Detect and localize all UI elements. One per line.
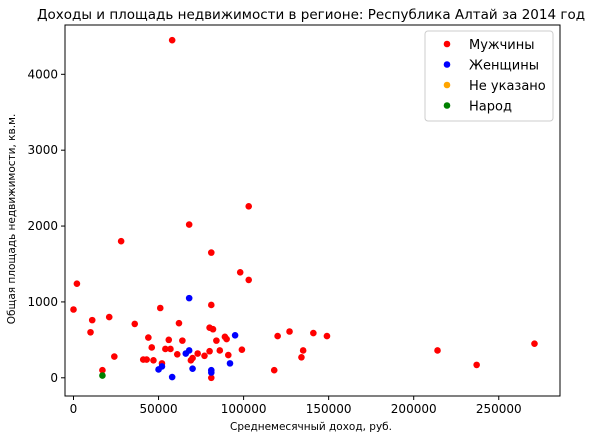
x-tick-label: 250000 — [476, 402, 522, 416]
chart-title: Доходы и площадь недвижимости в регионе:… — [37, 7, 585, 23]
y-axis-label: Общая площадь недвижимости, кв.м. — [6, 114, 18, 325]
data-point — [245, 276, 253, 284]
data-point — [88, 316, 96, 324]
data-point — [162, 345, 169, 353]
data-point — [236, 269, 244, 276]
data-point — [117, 237, 125, 245]
data-point — [185, 294, 193, 302]
y-tick-label: 2000 — [27, 219, 58, 233]
data-point — [70, 306, 77, 313]
legend-label: Народ — [469, 100, 512, 115]
plot-area — [64, 24, 561, 397]
data-point — [226, 360, 234, 367]
data-point — [274, 332, 281, 340]
data-point — [167, 345, 174, 353]
data-point — [231, 332, 239, 339]
data-point — [270, 366, 278, 374]
legend-box — [424, 30, 554, 122]
data-points — [70, 36, 538, 382]
data-point — [87, 328, 94, 336]
data-point — [189, 354, 196, 362]
data-point — [168, 36, 176, 44]
legend-label: Мужчины — [469, 38, 535, 53]
data-point — [148, 344, 156, 351]
legend: Мужчины Женщины Не указано Народ — [424, 30, 554, 122]
data-point — [207, 249, 215, 256]
data-point — [298, 354, 305, 361]
data-point — [185, 221, 193, 228]
data-point — [105, 313, 113, 321]
x-tick-label: 0 — [70, 402, 78, 416]
data-point — [206, 347, 213, 355]
data-point — [156, 304, 164, 312]
data-point — [73, 280, 81, 288]
data-point — [165, 336, 173, 344]
legend-label: Женщины — [469, 59, 539, 74]
x-tick-label: 100000 — [221, 402, 267, 416]
y-tick-label: 3000 — [27, 143, 58, 157]
data-point — [194, 350, 201, 357]
data-point — [223, 335, 230, 343]
data-point — [150, 357, 157, 364]
data-point — [286, 328, 293, 335]
data-point — [143, 356, 150, 363]
data-point — [207, 301, 215, 309]
data-point — [434, 347, 441, 354]
x-tick-label: 50000 — [139, 402, 177, 416]
legend-marker — [443, 81, 451, 89]
legend-marker — [443, 40, 451, 48]
legend-label: Не указано — [469, 79, 546, 94]
legend-marker — [443, 102, 451, 109]
data-point — [201, 352, 208, 360]
data-point — [168, 373, 176, 381]
legend-marker — [443, 61, 451, 68]
data-point — [299, 347, 307, 354]
data-point — [238, 346, 246, 354]
data-point — [99, 366, 106, 374]
data-point — [131, 320, 139, 328]
data-point — [224, 351, 232, 359]
data-point — [175, 319, 183, 327]
y-axis-ticks: 0 1000 2000 3000 4000 — [27, 67, 65, 385]
data-point — [179, 337, 186, 344]
x-axis-label: Среднемесячный доход, руб. — [230, 421, 392, 433]
data-point — [323, 332, 331, 340]
y-tick-label: 4000 — [27, 67, 58, 81]
x-tick-label: 200000 — [391, 402, 437, 416]
data-point — [531, 340, 538, 347]
data-point — [207, 369, 215, 376]
data-point — [310, 329, 317, 337]
data-point — [173, 350, 181, 358]
data-point — [216, 347, 224, 354]
data-point — [182, 350, 190, 357]
data-point — [473, 361, 480, 369]
data-point — [213, 337, 220, 344]
y-tick-label: 1000 — [27, 295, 58, 309]
data-point — [209, 325, 217, 333]
data-point — [158, 363, 166, 370]
y-tick-label: 0 — [50, 371, 58, 385]
data-point — [207, 374, 215, 382]
data-point — [111, 353, 118, 360]
x-axis-ticks: 0 50000 100000 150000 200000 250000 — [70, 396, 522, 416]
x-tick-label: 150000 — [306, 402, 352, 416]
data-point — [245, 203, 253, 210]
data-point — [99, 372, 106, 379]
data-point — [189, 365, 196, 372]
data-point — [145, 334, 152, 341]
